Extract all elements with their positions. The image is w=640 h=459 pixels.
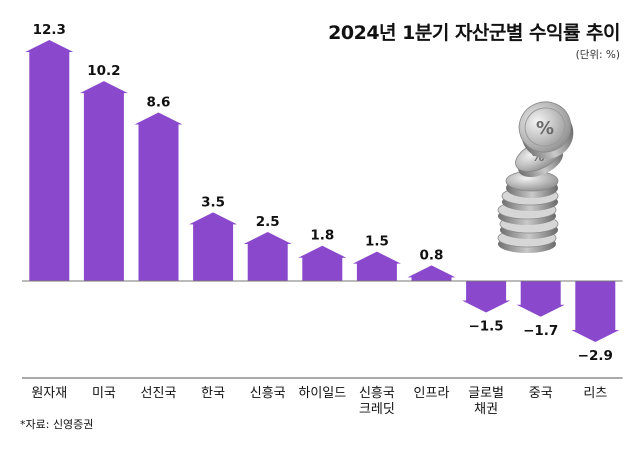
bar-arrow — [189, 212, 238, 281]
value-label: 8.6 — [147, 94, 171, 110]
value-label: 2.5 — [256, 214, 280, 230]
coin-stack-icon: % % — [497, 101, 574, 253]
bar-arrow — [571, 281, 620, 342]
category-label: 하이일드 — [298, 386, 346, 401]
category-label-line: 미국 — [92, 386, 116, 401]
category-label: 인프라 — [414, 386, 450, 401]
category-label-line: 하이일드 — [298, 386, 346, 401]
svg-text:%: % — [536, 118, 554, 139]
category-label-line: 글로벌 — [468, 386, 504, 401]
chart-title: 2024년 1분기 자산군별 수익률 추이 — [328, 22, 620, 44]
bar-arrow — [25, 40, 74, 281]
value-label: −1.7 — [523, 323, 558, 339]
bar-arrow — [79, 81, 128, 282]
category-label-line: 한국 — [201, 386, 225, 401]
value-label: 10.2 — [87, 63, 120, 79]
bar-arrow — [407, 265, 456, 281]
category-label-line: 리츠 — [583, 386, 607, 401]
bar-arrow — [243, 232, 292, 281]
bar-arrow — [134, 112, 183, 281]
value-label: 0.8 — [420, 247, 444, 263]
value-label: 1.5 — [365, 234, 389, 250]
category-label-line: 채권 — [474, 402, 498, 417]
bars-group: 12.3 원자재 10.2 미국 8.6 선진국 3.5 한국 2.5 신흥국 1.8 하이일드 1.5… — [25, 22, 620, 417]
category-label: 한국 — [201, 386, 225, 401]
bar-arrow — [352, 251, 401, 281]
value-label: 1.8 — [310, 228, 334, 244]
value-label: −1.5 — [468, 319, 503, 335]
category-label: 중국 — [529, 386, 553, 401]
category-label-line: 인프라 — [414, 386, 450, 401]
category-label-line: 신흥국 — [359, 386, 395, 401]
category-label-line: 중국 — [529, 386, 553, 401]
category-label: 리츠 — [583, 386, 607, 401]
unit-note: (단위: %) — [576, 48, 620, 61]
category-label: 신흥국 크레딧 — [359, 386, 395, 417]
category-label: 글로벌 채권 — [468, 386, 504, 417]
category-label-line: 원자재 — [31, 386, 67, 401]
category-label-line: 크레딧 — [359, 402, 395, 417]
category-label: 미국 — [92, 386, 116, 401]
source-note: *자료: 신영증권 — [20, 418, 93, 431]
category-label: 원자재 — [31, 386, 67, 401]
category-label: 선진국 — [141, 386, 177, 401]
value-label: 3.5 — [201, 194, 225, 210]
category-label: 신흥국 — [250, 386, 286, 401]
bar-arrow — [298, 245, 347, 281]
value-label: −2.9 — [578, 348, 613, 364]
bar-arrow — [462, 281, 511, 313]
value-label: 12.3 — [33, 22, 66, 38]
category-label-line: 신흥국 — [250, 386, 286, 401]
category-label-line: 선진국 — [141, 386, 177, 401]
bar-arrow — [516, 281, 565, 317]
